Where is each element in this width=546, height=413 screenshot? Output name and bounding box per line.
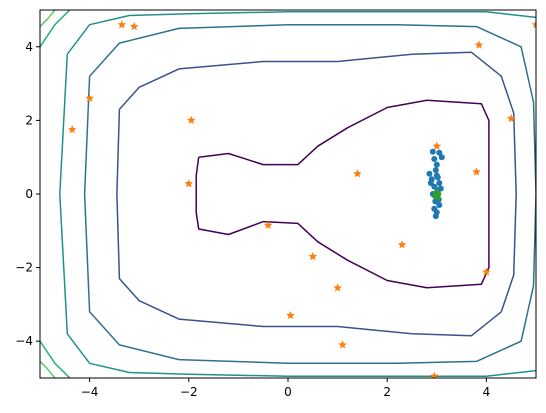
contour-line-5-b xyxy=(40,360,56,378)
series-0-point-2 xyxy=(474,40,484,49)
contour-line-2 xyxy=(83,23,536,365)
y-tick-label-1: −2 xyxy=(15,261,33,275)
series-1-point-3 xyxy=(431,156,438,162)
series-0-point-10 xyxy=(472,167,481,176)
series-1-point-20 xyxy=(427,180,434,186)
series-0-point-17 xyxy=(338,340,347,349)
contour-line-1 xyxy=(116,51,517,337)
x-tick-label-3: 2 xyxy=(383,385,391,399)
x-tick-label-0: −4 xyxy=(81,385,99,399)
series-1-point-1 xyxy=(436,149,443,156)
contour-line-0 xyxy=(195,99,490,289)
contour-line-3 xyxy=(66,11,536,55)
contour-lines xyxy=(40,10,536,378)
y-axis: −4 −2 0 2 4 xyxy=(15,40,40,348)
contour-line-4 xyxy=(40,10,71,48)
series-0-point-11 xyxy=(263,220,273,229)
series-0-point-14 xyxy=(482,267,491,276)
series-0-point-3 xyxy=(85,93,94,102)
contour-line-5 xyxy=(40,10,56,28)
y-tick-label-4: 4 xyxy=(25,40,33,54)
series-1-point-2 xyxy=(438,154,445,161)
x-tick-label-4: 4 xyxy=(483,385,491,399)
series-0-point-1 xyxy=(129,22,139,31)
x-tick-label-2: 0 xyxy=(284,385,292,399)
x-tick-label-1: −2 xyxy=(180,385,198,399)
series-1-point-7 xyxy=(426,170,433,177)
series-2-point-4 xyxy=(433,190,440,197)
series-1-point-21 xyxy=(437,185,444,192)
x-axis: −4 −2 0 2 4 xyxy=(81,378,490,399)
y-tick-label-2: 0 xyxy=(25,187,33,201)
series-0-point-18 xyxy=(430,371,439,378)
contour-line-4-b xyxy=(40,340,71,378)
series-0-point-15 xyxy=(333,283,342,292)
plot-frame xyxy=(39,9,537,379)
series-1-point-18 xyxy=(432,213,439,220)
series-0-point-8 xyxy=(184,179,194,188)
y-tick-label-0: −4 xyxy=(15,334,33,348)
series-0-point-5 xyxy=(187,115,196,125)
y-tick-label-3: 2 xyxy=(25,113,33,127)
series-0-point-6 xyxy=(506,114,516,123)
series-0-point-13 xyxy=(397,240,407,249)
series-1-point-15 xyxy=(436,202,443,208)
series-0-point-12 xyxy=(308,252,318,261)
series-0-point-9 xyxy=(353,169,362,178)
series-0-point-0 xyxy=(117,20,127,29)
series-1-point-4 xyxy=(433,161,440,168)
series-0-point-7 xyxy=(432,141,442,150)
series-0-point-16 xyxy=(286,310,295,320)
series-0-point-19 xyxy=(531,20,536,29)
series-1-point-19 xyxy=(434,174,441,181)
series-1-point-9 xyxy=(436,180,443,186)
series-1-point-5 xyxy=(432,167,439,174)
scatter-points xyxy=(67,20,536,378)
series-0-point-4 xyxy=(67,125,77,134)
series-1-point-0 xyxy=(429,148,436,155)
